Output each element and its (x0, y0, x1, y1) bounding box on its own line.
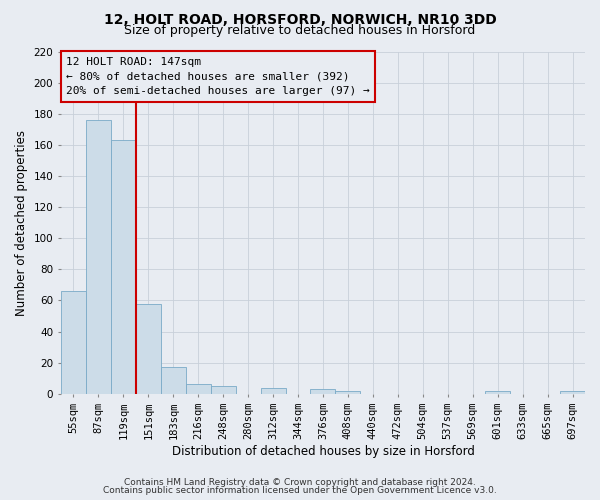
Bar (136, 304, 161, 394)
Bar (260, 388, 286, 394)
Bar (186, 384, 211, 394)
Bar (61, 291, 86, 394)
Bar (310, 389, 335, 394)
Bar (161, 368, 186, 394)
Text: 12 HOLT ROAD: 147sqm
← 80% of detached houses are smaller (392)
20% of semi-deta: 12 HOLT ROAD: 147sqm ← 80% of detached h… (66, 56, 370, 96)
Text: Size of property relative to detached houses in Horsford: Size of property relative to detached ho… (124, 24, 476, 37)
Bar (335, 390, 361, 394)
Bar (111, 140, 136, 394)
Text: 12, HOLT ROAD, HORSFORD, NORWICH, NR10 3DD: 12, HOLT ROAD, HORSFORD, NORWICH, NR10 3… (104, 12, 496, 26)
X-axis label: Distribution of detached houses by size in Horsford: Distribution of detached houses by size … (172, 444, 475, 458)
Text: Contains public sector information licensed under the Open Government Licence v3: Contains public sector information licen… (103, 486, 497, 495)
Y-axis label: Number of detached properties: Number of detached properties (15, 130, 28, 316)
Text: Contains HM Land Registry data © Crown copyright and database right 2024.: Contains HM Land Registry data © Crown c… (124, 478, 476, 487)
Bar (560, 390, 585, 394)
Bar (485, 390, 510, 394)
Bar (211, 386, 236, 394)
Bar (86, 120, 111, 394)
